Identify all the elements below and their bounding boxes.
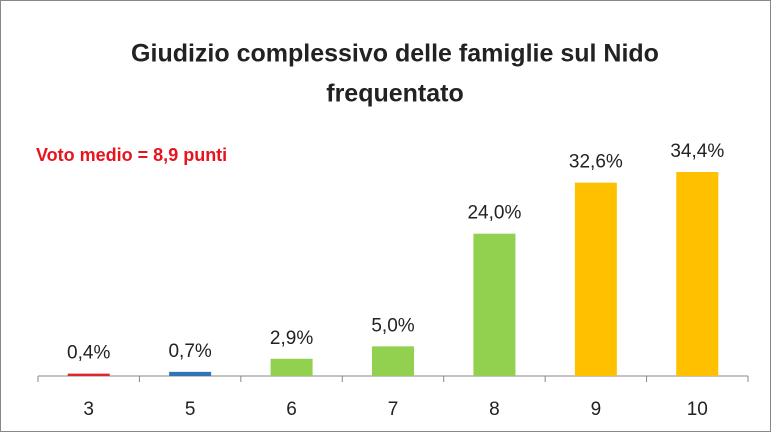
bar [372, 346, 414, 376]
bar [169, 371, 212, 376]
bar [270, 358, 313, 376]
x-tick-label: 8 [489, 399, 500, 420]
x-tick-label: 6 [286, 399, 297, 420]
value-label: 0,4% [67, 343, 110, 364]
value-label: 5,0% [371, 315, 414, 336]
x-tick-label: 3 [83, 399, 94, 420]
bar [67, 373, 110, 376]
chart-title: frequentato [326, 80, 464, 108]
x-tick-label: 7 [388, 399, 399, 420]
value-label: 24,0% [467, 203, 521, 224]
annotation: Voto medio = 8,9 punti [36, 145, 227, 165]
bar [574, 182, 617, 376]
value-label: 34,4% [670, 141, 724, 162]
x-tick-label: 5 [185, 399, 196, 420]
value-label: 2,9% [270, 328, 313, 349]
value-label: 32,6% [569, 152, 623, 173]
x-tick-label: 10 [687, 399, 708, 420]
value-label: 0,7% [168, 341, 211, 362]
bar [676, 172, 719, 376]
bar [473, 233, 516, 376]
chart-title: Giudizio complessivo delle famiglie sul … [131, 40, 659, 68]
x-tick-label: 9 [591, 399, 602, 420]
